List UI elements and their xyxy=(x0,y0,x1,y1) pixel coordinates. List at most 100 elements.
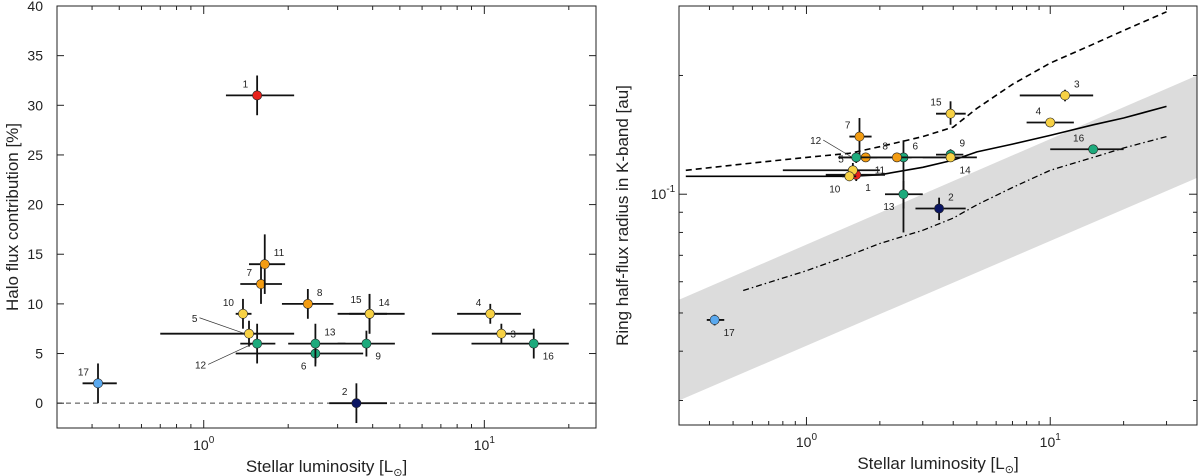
marker[interactable] xyxy=(238,308,248,319)
y-axis-label: Ring half-flux radius in K-band [au] xyxy=(613,85,632,346)
marker[interactable] xyxy=(854,131,865,142)
marker[interactable] xyxy=(259,259,270,270)
marker[interactable] xyxy=(485,308,496,319)
point-label: 5 xyxy=(838,154,844,165)
data-point-13[interactable]: 13 xyxy=(288,323,346,364)
x-axis-label: Stellar luminosity [L⊙] xyxy=(246,457,407,476)
marker[interactable] xyxy=(934,203,944,214)
marker[interactable] xyxy=(361,338,372,349)
point-label: 11 xyxy=(875,165,886,176)
y-tick-label: 10 xyxy=(27,296,43,312)
point-label: 4 xyxy=(476,298,482,309)
marker[interactable] xyxy=(252,338,263,349)
marker[interactable] xyxy=(1088,144,1099,155)
marker[interactable] xyxy=(364,308,375,319)
marker[interactable] xyxy=(528,338,539,349)
data-point-1[interactable]: 1 xyxy=(225,75,295,116)
model-line-dashdot xyxy=(743,135,1167,292)
marker[interactable] xyxy=(302,298,313,309)
y-tick-label: 35 xyxy=(27,48,43,64)
marker[interactable] xyxy=(310,338,321,349)
data-point-2[interactable]: 2 xyxy=(915,193,966,221)
point-label: 11 xyxy=(274,248,285,259)
data-point-13[interactable]: 13 xyxy=(883,181,923,213)
marker[interactable] xyxy=(709,315,720,325)
marker[interactable] xyxy=(496,328,507,339)
point-label: 3 xyxy=(1074,79,1080,90)
point-label: 7 xyxy=(845,121,851,132)
marker[interactable] xyxy=(1045,117,1056,128)
y-tick-label: 15 xyxy=(27,246,43,262)
data-point-7[interactable]: 7 xyxy=(845,118,872,158)
data-point-8[interactable]: 8 xyxy=(879,141,912,163)
point-label: 15 xyxy=(930,98,942,109)
point-label: 10 xyxy=(829,184,841,195)
y-tick-label: 20 xyxy=(27,197,43,213)
point-label: 9 xyxy=(960,139,966,150)
point-label: 1 xyxy=(243,79,249,90)
data-point-8[interactable]: 8 xyxy=(281,288,334,319)
point-label: 16 xyxy=(543,352,555,363)
marker[interactable] xyxy=(851,152,862,163)
data-point-7[interactable]: 7 xyxy=(240,264,282,304)
y-tick-label: 40 xyxy=(27,0,43,14)
y-tick-label: 10-1 xyxy=(651,184,676,202)
data-point-12[interactable]: 12 xyxy=(195,323,276,372)
data-point-3[interactable]: 3 xyxy=(1019,79,1094,102)
marker[interactable] xyxy=(892,152,902,163)
point-label: 14 xyxy=(960,165,972,176)
point-label: 12 xyxy=(195,360,207,371)
model-line-dashed xyxy=(685,11,1167,172)
point-label: 17 xyxy=(724,328,736,339)
marker[interactable] xyxy=(244,328,254,339)
data-point-10[interactable]: 10 xyxy=(829,171,857,196)
data-point-12[interactable]: 12 xyxy=(810,136,878,163)
y-tick-label: 25 xyxy=(27,147,43,163)
point-label: 7 xyxy=(246,268,252,279)
point-label: 2 xyxy=(342,387,348,398)
marker[interactable] xyxy=(898,189,909,200)
data-point-16[interactable]: 16 xyxy=(1050,133,1124,155)
data-point-16[interactable]: 16 xyxy=(471,328,569,363)
data-point-15[interactable]: 15 xyxy=(349,293,388,334)
data-point-5[interactable]: 5 xyxy=(160,314,295,347)
data-point-3[interactable]: 3 xyxy=(431,323,534,344)
point-label: 6 xyxy=(301,362,307,373)
data-point-15[interactable]: 15 xyxy=(930,98,966,125)
marker[interactable] xyxy=(945,108,956,119)
point-label: 12 xyxy=(810,136,822,147)
data-point-10[interactable]: 10 xyxy=(223,298,252,329)
y-tick-label: 5 xyxy=(35,346,43,362)
data-point-11[interactable]: 11 xyxy=(249,234,286,294)
label-leader xyxy=(199,317,246,335)
x-tick-label: 100 xyxy=(796,432,818,450)
marker[interactable] xyxy=(1060,90,1070,101)
data-point-9[interactable]: 9 xyxy=(337,330,395,363)
point-label: 15 xyxy=(350,295,362,306)
x-tick-label: 101 xyxy=(1040,432,1062,450)
data-point-4[interactable]: 4 xyxy=(457,298,521,324)
data-point-4[interactable]: 4 xyxy=(1026,106,1074,128)
marker[interactable] xyxy=(351,398,362,409)
data-point-14[interactable]: 14 xyxy=(922,152,977,177)
marker[interactable] xyxy=(93,378,103,389)
point-label: 10 xyxy=(223,298,235,309)
plot-frame xyxy=(678,5,1198,426)
data-point-2[interactable]: 2 xyxy=(329,383,388,424)
point-label: 3 xyxy=(510,330,516,341)
marker[interactable] xyxy=(945,152,956,163)
point-label: 5 xyxy=(192,314,198,325)
data-point-17[interactable]: 17 xyxy=(706,314,736,339)
marker[interactable] xyxy=(252,90,263,101)
marker[interactable] xyxy=(844,171,855,182)
x-tick-label: 101 xyxy=(474,435,496,453)
point-label: 8 xyxy=(882,141,888,152)
point-label: 1 xyxy=(865,183,871,194)
y-tick-label: 30 xyxy=(27,97,43,113)
data-point-17[interactable]: 17 xyxy=(78,363,117,404)
y-tick-label: 0 xyxy=(35,395,43,411)
point-label: 4 xyxy=(1036,106,1042,117)
x-tick-label: 100 xyxy=(193,435,215,453)
